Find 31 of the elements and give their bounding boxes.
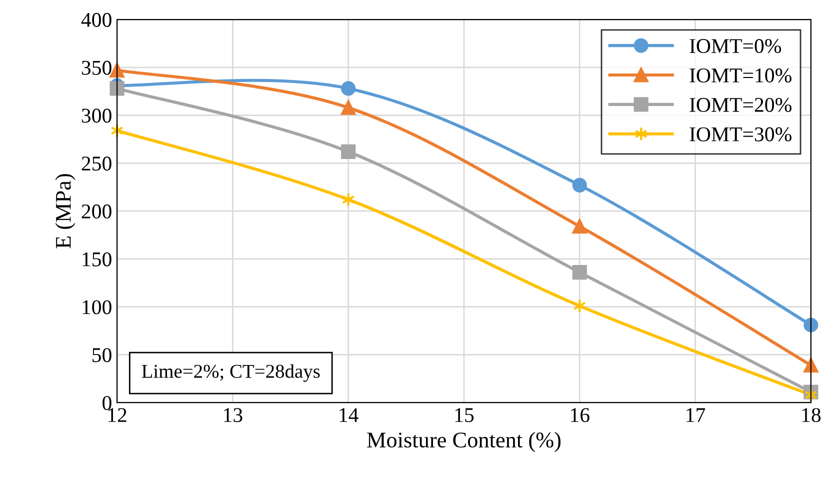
- y-tick-label: 350: [82, 60, 112, 75]
- y-tick-label: 150: [82, 252, 112, 266]
- point: [572, 265, 587, 280]
- point: [572, 219, 587, 234]
- x-axis-title: Moisture Content (%): [367, 432, 561, 452]
- legend-label: IOMT=10%: [690, 68, 792, 83]
- legend-label: IOMT=20%: [690, 98, 792, 112]
- x-tick-label: 13: [224, 408, 242, 422]
- x-tick-label: 14: [340, 408, 358, 422]
- y-tick-label: 0: [102, 396, 112, 410]
- y-tick-label: 50: [92, 348, 112, 362]
- legend-label: IOMT=30%: [690, 127, 792, 142]
- y-tick-label: 250: [82, 156, 112, 171]
- x-tick-label: 12: [108, 408, 126, 422]
- x-tick-label: 17: [686, 408, 706, 422]
- point: [804, 318, 818, 332]
- y-tick-label: 300: [82, 108, 112, 123]
- point: [341, 81, 356, 96]
- point: [804, 358, 818, 373]
- y-axis-title: E (MPa): [55, 174, 76, 248]
- point: [341, 144, 356, 159]
- x-tick-label: 18: [802, 408, 821, 422]
- y-tick-label: 400: [81, 12, 112, 27]
- point: [572, 178, 587, 192]
- x-tick-label: 15: [455, 408, 474, 422]
- x-tick-label: 16: [571, 408, 590, 422]
- y-tick-label: 100: [82, 300, 112, 314]
- legend-label: IOMT=0%: [690, 39, 782, 54]
- y-tick-label: 200: [82, 204, 112, 218]
- annotation: Lime=2%; CT=28days: [142, 364, 320, 382]
- point: [341, 100, 356, 115]
